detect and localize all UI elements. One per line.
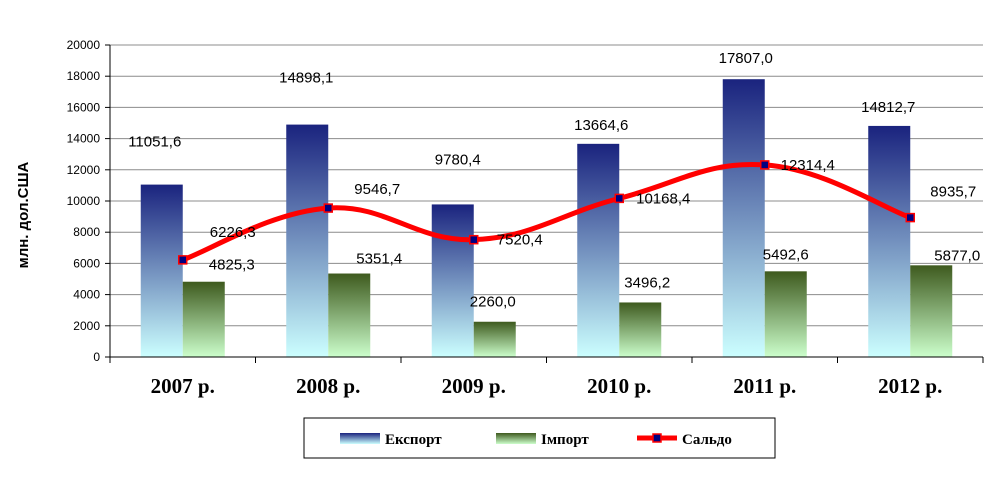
- export-value-label: 9780,4: [435, 151, 481, 168]
- saldo-marker: [178, 255, 188, 265]
- y-tick-label: 18000: [67, 69, 101, 83]
- bar-export: [577, 143, 620, 357]
- x-axis-ticks: 2007 р. 2008 р. 2009 р. 2010 р. 2011 р. 2012 …: [151, 374, 943, 398]
- bar-import: [619, 302, 662, 357]
- legend-item: Сальдо: [637, 432, 732, 448]
- bar-export: [431, 204, 474, 357]
- import-value-label: 5351,4: [356, 251, 402, 268]
- legend-label: Експорт: [385, 432, 442, 448]
- saldo-value-label: 10168,4: [636, 190, 690, 207]
- bar-export: [722, 79, 765, 357]
- y-axis-label: млн. дол.США: [15, 161, 32, 268]
- legend-frame: [303, 417, 776, 459]
- legend-item: Імпорт: [496, 432, 589, 448]
- data-labels: 11051,6 14898,1 9780,4 13664,6 17807,0 14812,…: [128, 50, 980, 311]
- y-tick-label: 12000: [67, 163, 101, 177]
- import-value-label: 5877,0: [934, 247, 980, 264]
- x-tick-label: 2012 р.: [878, 374, 942, 398]
- gridlines: [110, 44, 983, 327]
- saldo-value-label: 7520,4: [497, 232, 543, 249]
- y-tick-label: 8000: [73, 225, 100, 239]
- saldo-marker: [469, 234, 479, 245]
- saldo-line: [178, 160, 915, 265]
- bar-export: [140, 184, 183, 357]
- export-value-label: 13664,6: [574, 117, 628, 134]
- y-tick-label: 20000: [67, 38, 101, 52]
- saldo-value-label: 9546,7: [354, 181, 400, 198]
- x-tick-label: 2011 р.: [733, 374, 796, 398]
- import-value-label: 4825,3: [209, 257, 255, 274]
- bar-import: [764, 271, 807, 357]
- legend-label: Імпорт: [541, 432, 589, 448]
- bar-export: [286, 124, 329, 358]
- export-value-label: 14812,7: [861, 99, 915, 116]
- saldo-marker: [905, 212, 915, 223]
- y-axis-ticks: 0 2000 4000 6000 8000 10000 12000 14000 16000 180…: [67, 38, 101, 364]
- legend: Експорт Імпорт Сальдо: [303, 417, 776, 459]
- saldo-series-line: [181, 161, 912, 263]
- bar-import: [910, 265, 953, 357]
- import-value-label: 3496,2: [624, 274, 670, 291]
- y-tick-label: 10000: [67, 194, 101, 208]
- y-tick-label: 16000: [67, 100, 101, 114]
- axes: [105, 44, 984, 363]
- x-tick-label: 2010 р.: [587, 374, 651, 398]
- saldo-value-label: 6226,3: [210, 224, 256, 241]
- x-tick-label: 2008 р.: [296, 374, 360, 398]
- import-value-label: 5492,6: [763, 246, 809, 263]
- y-tick-label: 0: [93, 350, 100, 364]
- import-value-label: 2260,0: [470, 294, 516, 311]
- x-tick-label: 2009 р.: [442, 374, 506, 398]
- legend-swatch: [496, 433, 536, 444]
- y-tick-label: 4000: [73, 288, 100, 302]
- saldo-value-label: 8935,7: [930, 184, 976, 201]
- y-tick-label: 6000: [73, 256, 100, 270]
- legend-swatch: [340, 433, 380, 444]
- x-tick-label: 2007 р.: [151, 374, 215, 398]
- saldo-marker: [323, 203, 333, 213]
- saldo-marker: [760, 160, 770, 170]
- bar-import: [182, 281, 225, 357]
- legend-label: Сальдо: [682, 432, 732, 448]
- export-value-label: 17807,0: [719, 50, 773, 67]
- bars: [140, 79, 953, 358]
- y-tick-label: 14000: [67, 132, 101, 146]
- bar-import: [328, 273, 371, 357]
- legend-marker: [652, 433, 662, 443]
- y-tick-label: 2000: [73, 319, 100, 333]
- saldo-marker: [614, 193, 624, 204]
- bar-export: [868, 125, 911, 358]
- saldo-value-label: 12314,4: [781, 157, 835, 174]
- legend-item: Експорт: [340, 432, 442, 448]
- export-value-label: 14898,1: [279, 70, 333, 87]
- export-value-label: 11051,6: [128, 134, 181, 151]
- bar-import: [473, 321, 516, 357]
